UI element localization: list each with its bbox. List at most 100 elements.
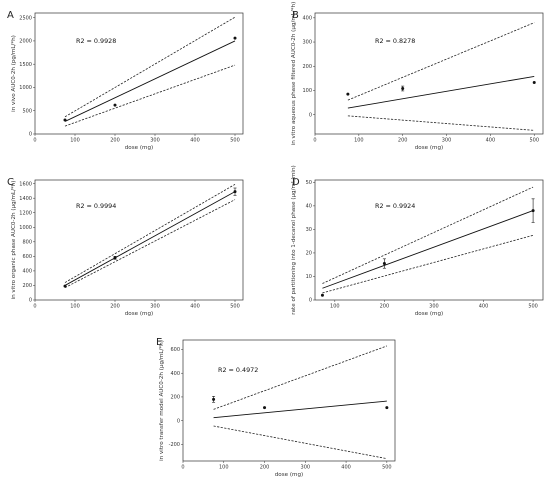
- chart-panel-a: A 0 100 200 300 400 500 0 500 1000 1500 2000 2500 dos…: [7, 10, 244, 151]
- x-axis-label: dose (mg): [125, 311, 153, 317]
- y-tick-label: 1000: [19, 225, 32, 231]
- confidence-upper-line: [322, 186, 534, 284]
- regression-line: [322, 210, 534, 289]
- x-axis-label: dose (mg): [275, 472, 303, 478]
- x-axis-label: dose (mg): [125, 145, 153, 151]
- confidence-lower-line: [64, 64, 236, 127]
- confidence-upper-line: [64, 184, 236, 283]
- data-point: [346, 92, 350, 96]
- plot-frame: [34, 179, 244, 301]
- regression-line: [64, 191, 236, 286]
- regression-line: [213, 400, 387, 419]
- y-tick-label: 600: [22, 254, 32, 260]
- data-point: [63, 118, 67, 122]
- y-tick-label: 400: [170, 371, 180, 377]
- y-tick-label: -200: [169, 442, 180, 448]
- chart-panel-e: E 0 100 200 300 400 500 -200 0 200 400 600 dose (mg)…: [156, 337, 396, 478]
- confidence-lower-line: [322, 234, 534, 294]
- x-tick-label: 200: [380, 304, 390, 310]
- panel-letter: A: [7, 10, 14, 21]
- y-tick-label: 200: [170, 395, 180, 401]
- x-axis-label: dose (mg): [415, 311, 443, 317]
- plot-frame: [34, 12, 244, 135]
- r2-annotation: R2 = 0.9924: [375, 202, 415, 210]
- y-axis-label: in vitro aqueous phase filtered AUC0-2h …: [291, 2, 297, 146]
- confidence-lower-line: [64, 199, 236, 288]
- plot-frame: [314, 179, 544, 301]
- y-axis-label: in vitro transfer model AUC0-2h (μg/mL/*…: [159, 340, 165, 461]
- y-tick-label: 200: [22, 283, 32, 289]
- confidence-lower-line: [213, 425, 387, 460]
- data-point: [401, 87, 405, 91]
- y-tick-label: 50: [306, 180, 312, 186]
- data-point: [531, 209, 535, 213]
- chart-panel-b: B 0 100 200 300 400 500 0 100 200 300 400 dose (mg) i…: [291, 2, 544, 151]
- confidence-upper-line: [64, 16, 236, 118]
- x-tick-label: 500: [230, 138, 240, 144]
- y-tick-label: 1200: [19, 210, 32, 216]
- r2-annotation: R2 = 0.8278: [375, 37, 415, 45]
- y-tick-label: 1600: [19, 181, 32, 187]
- r2-annotation: R2 = 0.9928: [76, 37, 116, 45]
- y-tick-label: 300: [302, 40, 312, 46]
- x-tick-label: 400: [486, 138, 496, 144]
- panel-letter: B: [292, 10, 299, 21]
- y-tick-label: 0: [177, 418, 180, 424]
- x-tick-label: 300: [429, 304, 439, 310]
- regression-line: [347, 75, 535, 109]
- x-tick-label: 200: [398, 138, 408, 144]
- panel-letter: C: [7, 177, 14, 188]
- x-tick-label: 0: [313, 138, 316, 144]
- y-tick-label: 600: [170, 347, 180, 353]
- x-tick-label: 0: [33, 304, 36, 310]
- x-tick-label: 200: [110, 304, 120, 310]
- data-point: [320, 293, 324, 297]
- y-tick-label: 10: [306, 274, 312, 280]
- y-tick-label: 20: [306, 251, 312, 257]
- y-tick-label: 0: [29, 298, 32, 304]
- chart-panel-c: C 0 100 200 300 400 500 0 200 400 600 800 1000 1200 14…: [7, 177, 244, 317]
- y-tick-label: 40: [306, 204, 312, 210]
- x-tick-label: 500: [382, 465, 392, 471]
- y-tick-label: 0: [309, 298, 312, 304]
- y-tick-label: 0: [29, 132, 32, 138]
- x-tick-label: 200: [260, 465, 270, 471]
- x-tick-label: 500: [230, 304, 240, 310]
- r2-annotation: R2 = 0.4972: [218, 366, 258, 374]
- y-tick-label: 100: [302, 88, 312, 94]
- data-point: [263, 406, 267, 410]
- x-tick-label: 200: [110, 138, 120, 144]
- confidence-lower-line: [347, 115, 535, 131]
- y-tick-label: 200: [302, 64, 312, 70]
- plot-frame: [182, 339, 396, 462]
- confidence-upper-line: [347, 22, 535, 101]
- y-tick-label: 1500: [19, 62, 32, 68]
- x-tick-label: 400: [190, 304, 200, 310]
- x-tick-label: 0: [33, 138, 36, 144]
- x-tick-label: 500: [528, 304, 538, 310]
- x-tick-label: 400: [190, 138, 200, 144]
- x-tick-label: 100: [219, 465, 229, 471]
- y-axis-label: in vivo AUC0-2h (pg/mL/*h): [11, 35, 17, 112]
- y-tick-label: 2500: [19, 15, 32, 21]
- y-tick-label: 1400: [19, 196, 32, 202]
- y-axis-label: rate of partitioning into 1-decanol phas…: [291, 165, 297, 314]
- data-point: [212, 397, 216, 401]
- data-point: [233, 190, 237, 194]
- y-axis-label: in vitro organic phase AUC0-2h (μg/mL/*h…: [11, 181, 17, 300]
- x-tick-label: 0: [181, 465, 184, 471]
- y-tick-label: 0: [309, 112, 312, 118]
- y-tick-label: 800: [22, 240, 32, 246]
- data-point: [385, 406, 389, 410]
- y-tick-label: 1000: [19, 85, 32, 91]
- y-tick-label: 400: [22, 269, 32, 275]
- x-tick-label: 300: [442, 138, 452, 144]
- y-tick-label: 30: [306, 227, 312, 233]
- x-tick-label: 100: [70, 138, 80, 144]
- data-point: [233, 36, 237, 40]
- panel-letter: D: [292, 177, 300, 188]
- chart-panel-d: D 100 200 300 400 500 0 10 20 30 40 50 dose (mg) rate…: [291, 165, 544, 317]
- panel-letter: E: [156, 337, 162, 348]
- x-tick-label: 100: [330, 304, 340, 310]
